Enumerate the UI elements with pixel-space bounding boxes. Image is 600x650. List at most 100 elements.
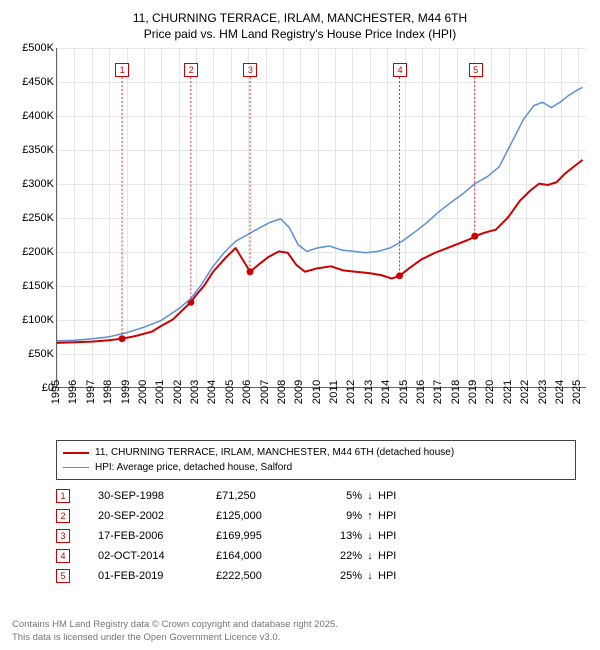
annotation-percent: 13% bbox=[318, 530, 362, 542]
plot-svg bbox=[57, 48, 586, 387]
callout-marker: 1 bbox=[115, 63, 129, 77]
arrow-down-icon: ↓ bbox=[362, 490, 378, 502]
annotation-row: 1 30-SEP-1998£71,2505%↓HPI bbox=[56, 486, 576, 506]
x-tick-label: 2019 bbox=[467, 380, 479, 404]
chart-container: 11, CHURNING TERRACE, IRLAM, MANCHESTER,… bbox=[0, 0, 600, 650]
sales-annotation-table: 130-SEP-1998£71,2505%↓HPI220-SEP-2002£12… bbox=[56, 486, 576, 586]
annotation-index-box: 1 bbox=[56, 489, 70, 503]
x-tick-label: 2003 bbox=[189, 380, 201, 404]
annotation-row: 402-OCT-2014£164,00022%↓HPI bbox=[56, 546, 576, 566]
x-tick-label: 2015 bbox=[398, 380, 410, 404]
annotation-percent: 5% bbox=[318, 490, 362, 502]
x-tick-label: 2004 bbox=[206, 380, 218, 404]
annotation-price: £169,995 bbox=[216, 530, 318, 542]
legend-row: HPI: Average price, detached house, Salf… bbox=[63, 460, 569, 475]
annotation-hpi-label: HPI bbox=[378, 510, 396, 522]
y-tick-label: £250K bbox=[22, 212, 54, 224]
annotation-index-box: 5 bbox=[56, 569, 70, 583]
footer: Contains HM Land Registry data © Crown c… bbox=[10, 619, 590, 644]
x-tick-label: 2008 bbox=[276, 380, 288, 404]
annotation-percent: 25% bbox=[318, 570, 362, 582]
y-tick-label: £150K bbox=[22, 280, 54, 292]
callout-marker: 5 bbox=[469, 63, 483, 77]
x-tick-label: 2011 bbox=[328, 381, 340, 405]
annotation-date: 17-FEB-2006 bbox=[98, 530, 216, 542]
plot-region: 1 2 3 4 5 bbox=[56, 48, 586, 388]
x-tick-label: 1997 bbox=[85, 380, 97, 404]
legend-swatch bbox=[63, 467, 89, 468]
annotation-index-box: 3 bbox=[56, 529, 70, 543]
annotation-hpi-label: HPI bbox=[378, 570, 396, 582]
annotation-row: 501-FEB-2019£222,50025%↓HPI bbox=[56, 566, 576, 586]
annotation-date: 02-OCT-2014 bbox=[98, 550, 216, 562]
annotation-hpi-label: HPI bbox=[378, 550, 396, 562]
x-tick-label: 2023 bbox=[537, 380, 549, 404]
x-tick-label: 2014 bbox=[380, 380, 392, 404]
annotation-hpi-label: HPI bbox=[378, 530, 396, 542]
annotation-row: 3 17-FEB-2006£169,99513%↓HPI bbox=[56, 526, 576, 546]
series-line-hpi bbox=[57, 88, 583, 342]
x-tick-label: 2006 bbox=[241, 380, 253, 404]
x-tick-label: 2012 bbox=[345, 380, 357, 404]
arrow-down-icon: ↓ bbox=[362, 550, 378, 562]
title-line-2: Price paid vs. HM Land Registry's House … bbox=[10, 26, 590, 42]
sale-marker-dot bbox=[396, 273, 403, 280]
callout-marker: 3 bbox=[243, 63, 257, 77]
callout-marker: 2 bbox=[184, 63, 198, 77]
callout-marker: 4 bbox=[393, 63, 407, 77]
legend: 11, CHURNING TERRACE, IRLAM, MANCHESTER,… bbox=[56, 440, 576, 480]
annotation-price: £125,000 bbox=[216, 510, 318, 522]
x-tick-label: 2018 bbox=[450, 380, 462, 404]
sale-marker-dot bbox=[119, 336, 126, 343]
legend-swatch bbox=[63, 452, 89, 454]
arrow-up-icon: ↑ bbox=[362, 510, 378, 522]
x-tick-label: 2016 bbox=[415, 380, 427, 404]
title-block: 11, CHURNING TERRACE, IRLAM, MANCHESTER,… bbox=[10, 10, 590, 42]
y-tick-label: £200K bbox=[22, 246, 54, 258]
x-tick-label: 1995 bbox=[50, 380, 62, 404]
annotation-price: £164,000 bbox=[216, 550, 318, 562]
legend-label: HPI: Average price, detached house, Salf… bbox=[95, 460, 292, 475]
y-tick-label: £500K bbox=[22, 42, 54, 54]
y-tick-label: £450K bbox=[22, 76, 54, 88]
legend-row: 11, CHURNING TERRACE, IRLAM, MANCHESTER,… bbox=[63, 445, 569, 460]
x-tick-label: 2021 bbox=[502, 380, 514, 404]
title-line-1: 11, CHURNING TERRACE, IRLAM, MANCHESTER,… bbox=[10, 10, 590, 26]
footer-line-1: Contains HM Land Registry data © Crown c… bbox=[12, 619, 588, 631]
chart-area: £0£50K£100K£150K£200K£250K£300K£350K£400… bbox=[10, 48, 590, 436]
x-tick-label: 2001 bbox=[154, 380, 166, 404]
y-tick-label: £100K bbox=[22, 314, 54, 326]
y-tick-label: £400K bbox=[22, 110, 54, 122]
y-tick-label: £50K bbox=[28, 348, 54, 360]
x-tick-label: 2020 bbox=[484, 380, 496, 404]
x-tick-label: 2005 bbox=[224, 380, 236, 404]
x-tick-label: 2013 bbox=[363, 380, 375, 404]
annotation-row: 2 20-SEP-2002£125,0009%↑HPI bbox=[56, 506, 576, 526]
arrow-down-icon: ↓ bbox=[362, 570, 378, 582]
x-tick-label: 2024 bbox=[554, 380, 566, 404]
annotation-date: 30-SEP-1998 bbox=[98, 490, 216, 502]
sale-marker-dot bbox=[247, 269, 254, 276]
series-line-property bbox=[57, 160, 583, 343]
x-tick-label: 1999 bbox=[120, 380, 132, 404]
x-tick-label: 2000 bbox=[137, 380, 149, 404]
annotation-percent: 9% bbox=[318, 510, 362, 522]
annotation-index-box: 2 bbox=[56, 509, 70, 523]
x-axis: 1995199619971998199920002001200220032004… bbox=[56, 388, 586, 436]
annotation-hpi-label: HPI bbox=[378, 490, 396, 502]
footer-line-2: This data is licensed under the Open Gov… bbox=[12, 632, 588, 644]
sale-marker-dot bbox=[471, 233, 478, 240]
x-tick-label: 2017 bbox=[432, 380, 444, 404]
x-tick-label: 1998 bbox=[102, 380, 114, 404]
x-tick-label: 2022 bbox=[519, 380, 531, 404]
annotation-date: 01-FEB-2019 bbox=[98, 570, 216, 582]
x-tick-label: 1996 bbox=[67, 380, 79, 404]
y-tick-label: £300K bbox=[22, 178, 54, 190]
annotation-price: £71,250 bbox=[216, 490, 318, 502]
annotation-percent: 22% bbox=[318, 550, 362, 562]
arrow-down-icon: ↓ bbox=[362, 530, 378, 542]
x-tick-label: 2025 bbox=[571, 380, 583, 404]
y-tick-label: £350K bbox=[22, 144, 54, 156]
x-tick-label: 2002 bbox=[172, 380, 184, 404]
annotation-date: 20-SEP-2002 bbox=[98, 510, 216, 522]
